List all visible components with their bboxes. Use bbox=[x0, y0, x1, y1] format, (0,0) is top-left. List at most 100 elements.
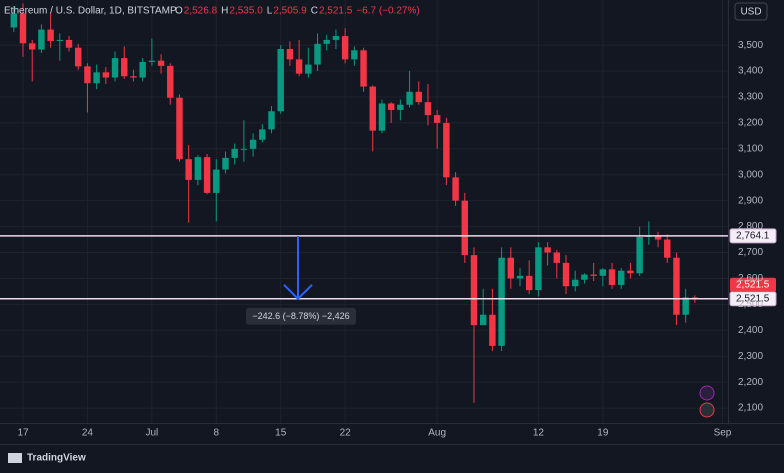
candle-body bbox=[489, 314, 496, 346]
candle-body bbox=[111, 58, 119, 78]
flag-icon[interactable] bbox=[699, 402, 715, 418]
candle-body bbox=[498, 257, 505, 346]
candle-body bbox=[286, 49, 294, 60]
candle-body bbox=[452, 177, 459, 201]
x-tick-label: Aug bbox=[428, 428, 446, 439]
candle-body bbox=[259, 129, 266, 140]
candle-body bbox=[277, 49, 284, 112]
candle-body bbox=[148, 60, 156, 62]
candle-body bbox=[213, 169, 220, 193]
candle-body bbox=[56, 39, 64, 41]
y-tick-label: 3,300 bbox=[738, 92, 763, 103]
candle-body bbox=[682, 297, 689, 315]
ohlc-value: 2,535.0 bbox=[229, 6, 263, 17]
candle-body bbox=[516, 275, 524, 279]
candle-body bbox=[479, 314, 487, 326]
candle-body bbox=[535, 247, 542, 291]
ohlc-value: 2,526.8 bbox=[184, 6, 218, 17]
x-tick-label: 24 bbox=[82, 428, 94, 439]
candle-body bbox=[443, 122, 450, 178]
price-tag bbox=[729, 228, 777, 244]
candle-body bbox=[415, 91, 422, 103]
candle-body bbox=[553, 252, 561, 263]
currency[interactable]: USD bbox=[740, 7, 761, 18]
y-tick-label: 3,400 bbox=[738, 66, 763, 77]
change: −6.7 (−0.27%) bbox=[356, 6, 419, 17]
x-tick-label: 12 bbox=[533, 428, 545, 439]
candle-body bbox=[387, 103, 395, 110]
candle-body bbox=[664, 239, 671, 258]
candle-body bbox=[636, 236, 643, 274]
measure-label: −242.6 (−8.78%) −2,426 bbox=[252, 311, 349, 321]
candle-body bbox=[65, 39, 73, 48]
logo-mark bbox=[8, 453, 22, 463]
y-tick-label: 2,400 bbox=[738, 325, 763, 336]
last-price-tag bbox=[730, 277, 776, 292]
candle-body bbox=[544, 247, 551, 253]
candle-body bbox=[38, 29, 45, 50]
y-tick-label: 2,500 bbox=[738, 299, 763, 310]
brand[interactable]: TradingView bbox=[27, 453, 86, 464]
currency-button[interactable] bbox=[734, 2, 768, 21]
candle-body bbox=[470, 255, 478, 326]
ohlc-key: O bbox=[175, 6, 183, 17]
y-tick-label: 2,200 bbox=[738, 377, 763, 388]
candle-body bbox=[295, 59, 303, 74]
x-tick-label: 22 bbox=[340, 428, 352, 439]
x-tick-label: 19 bbox=[597, 428, 609, 439]
x-tick-label: Jul bbox=[145, 428, 158, 439]
candle-body bbox=[75, 47, 82, 67]
candle-body bbox=[314, 43, 321, 65]
x-tick-label: 8 bbox=[214, 428, 220, 439]
candle-body bbox=[84, 66, 91, 84]
candle-body bbox=[562, 262, 570, 287]
ohlc-key: C bbox=[311, 6, 318, 17]
y-tick-label: 2,800 bbox=[738, 221, 763, 232]
x-tick-label: Sep bbox=[714, 428, 732, 439]
y-tick-label: 3,500 bbox=[738, 40, 763, 51]
candle-body bbox=[194, 157, 202, 180]
candle-body bbox=[673, 257, 680, 315]
candle-body bbox=[231, 148, 238, 158]
price-tag-label: 2,521.5 bbox=[736, 293, 770, 304]
candle-body bbox=[341, 36, 349, 60]
price-tag-label: 2,764.1 bbox=[736, 231, 770, 242]
candle-body bbox=[590, 274, 597, 276]
candle-body bbox=[654, 235, 662, 240]
candle-body bbox=[332, 36, 340, 40]
candle-body bbox=[10, 13, 18, 28]
brand-logo[interactable]: TradingView bbox=[8, 453, 86, 464]
y-tick-label: 3,100 bbox=[738, 143, 763, 154]
candle-body bbox=[581, 274, 588, 280]
y-tick-label: 2,600 bbox=[738, 273, 763, 284]
ohlc-key: L bbox=[267, 6, 273, 17]
candle-body bbox=[360, 50, 367, 87]
candle-body bbox=[222, 157, 229, 170]
x-tick-label: 15 bbox=[275, 428, 287, 439]
candle-body bbox=[139, 61, 146, 78]
y-tick-label: 2,300 bbox=[738, 351, 763, 362]
candle-body bbox=[406, 91, 413, 105]
candle-body bbox=[28, 43, 36, 50]
measure-arrowhead bbox=[283, 284, 313, 301]
candle-body bbox=[176, 97, 183, 160]
candle-body bbox=[305, 64, 312, 74]
events-icon[interactable] bbox=[699, 385, 715, 401]
candle-body bbox=[102, 72, 110, 78]
candle-body bbox=[47, 29, 54, 41]
candle-body bbox=[608, 269, 616, 285]
ohlc-value: 2,521.5 bbox=[319, 6, 353, 17]
symbol-title: Ethereum / U.S. Dollar, 1D, BITSTAMP bbox=[4, 6, 177, 17]
candle-body bbox=[93, 72, 100, 84]
candle-body bbox=[157, 60, 165, 66]
candle-body bbox=[240, 148, 248, 150]
candle-body bbox=[323, 39, 330, 44]
ohlc-value: 2,505.9 bbox=[273, 6, 307, 17]
candle-body bbox=[351, 50, 358, 60]
y-tick-label: 3,000 bbox=[738, 169, 763, 180]
candle-body bbox=[618, 270, 625, 285]
candle-body bbox=[203, 157, 211, 193]
candle-body bbox=[627, 270, 634, 274]
candle-body bbox=[424, 102, 432, 116]
